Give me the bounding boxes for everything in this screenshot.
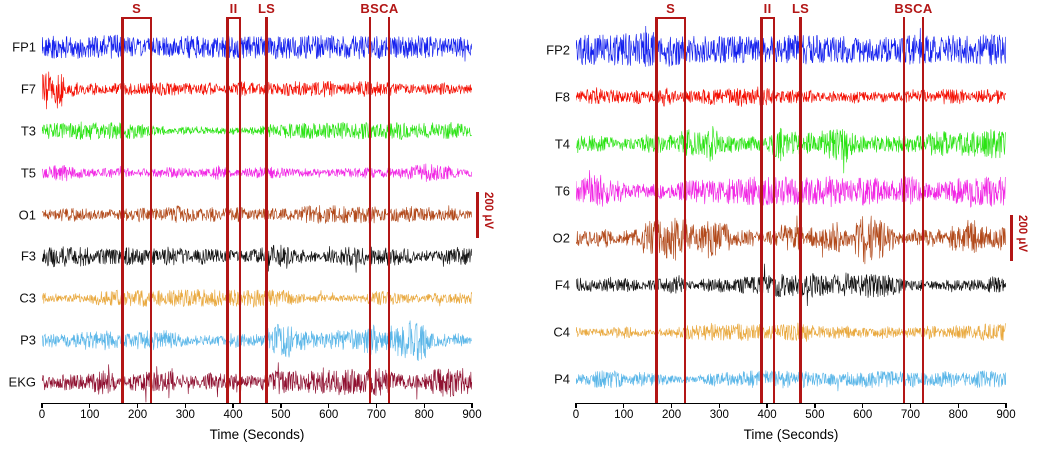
x-tick-label: 500 (271, 409, 291, 421)
channel-label-f8: F8 (554, 89, 570, 105)
marker-label-ii: II (229, 1, 238, 16)
channel-label-c3: C3 (19, 290, 36, 306)
x-tick-label: 100 (80, 409, 100, 421)
marker-label-ii: II (763, 1, 772, 16)
channel-label-o2: O2 (552, 230, 570, 246)
marker-bracket-ii (227, 17, 240, 23)
channel-label-ekg: EKG (8, 374, 36, 390)
channel-label-f4: F4 (554, 277, 570, 293)
x-axis-line (42, 403, 473, 404)
channel-label-f7: F7 (20, 81, 36, 97)
x-tick-label: 200 (661, 409, 682, 421)
marker-label-ls: LS (791, 1, 810, 16)
marker-label-s: S (666, 1, 676, 16)
x-tick-label: 700 (900, 409, 921, 421)
x-tick-label: 600 (319, 409, 339, 421)
channel-label-t5: T5 (20, 165, 36, 181)
channel-label-o1: O1 (18, 207, 36, 222)
channel-label-p3: P3 (20, 332, 36, 348)
channel-label-t6: T6 (554, 183, 570, 199)
x-axis-title: Time (Seconds) (743, 427, 839, 442)
plot-area-right (576, 26, 1006, 403)
x-tick-label: 400 (757, 409, 777, 421)
x-tick-label: 800 (948, 409, 968, 421)
channel-label-t4: T4 (554, 136, 570, 152)
marker-label-ca: CA (913, 1, 933, 16)
x-tick-label: 200 (127, 409, 148, 421)
eeg-traces-canvas-right (576, 26, 1006, 403)
marker-bracket-s (656, 17, 685, 23)
marker-label-ls: LS (257, 1, 276, 16)
x-tick-label: 100 (614, 409, 634, 421)
right-eeg-panel: FP2 F8 T4 T6 O2 F4 C4 P4 S II LS BS CA 0 100 200 300 40… (528, 0, 1043, 450)
marker-bracket-ii (761, 17, 774, 23)
plot-area-left (42, 26, 472, 403)
x-tick-label: 900 (462, 409, 482, 421)
x-tick-label: 0 (38, 409, 46, 421)
scale-bar-label: 200 μV (1016, 215, 1028, 253)
marker-label-bs: BS (360, 1, 380, 16)
scale-bar-line (476, 191, 479, 238)
channel-label-fp1: FP1 (12, 39, 36, 55)
x-tick-label: 500 (805, 409, 825, 421)
x-tick-label: 800 (414, 409, 434, 421)
marker-bracket-s (122, 17, 151, 23)
x-tick-label: 700 (366, 409, 387, 421)
channel-label-c4: C4 (553, 324, 570, 340)
channel-label-f3: F3 (20, 248, 36, 264)
channel-label-fp2: FP2 (546, 42, 570, 58)
scale-bar-label: 200 μV (482, 191, 494, 229)
scale-bar-line (1010, 215, 1013, 262)
channel-label-t3: T3 (20, 123, 36, 139)
x-tick-label: 300 (709, 409, 729, 421)
left-eeg-panel: FP1 F7 T3 T5 O1 F3 C3 P3 EKG S II LS BS CA 0 100 200 30… (0, 0, 515, 450)
x-axis-line (576, 403, 1007, 404)
x-tick-label: 400 (223, 409, 243, 421)
x-tick-label: 900 (996, 409, 1016, 421)
channel-label-p4: P4 (554, 371, 570, 387)
x-tick-label: 600 (853, 409, 873, 421)
marker-label-s: S (132, 1, 142, 16)
marker-label-ca: CA (379, 1, 399, 16)
x-tick-label: 300 (175, 409, 195, 421)
marker-label-bs: BS (894, 1, 914, 16)
x-axis-title: Time (Seconds) (209, 427, 305, 442)
x-tick-label: 0 (572, 409, 580, 421)
eeg-traces-canvas-left (42, 26, 472, 403)
